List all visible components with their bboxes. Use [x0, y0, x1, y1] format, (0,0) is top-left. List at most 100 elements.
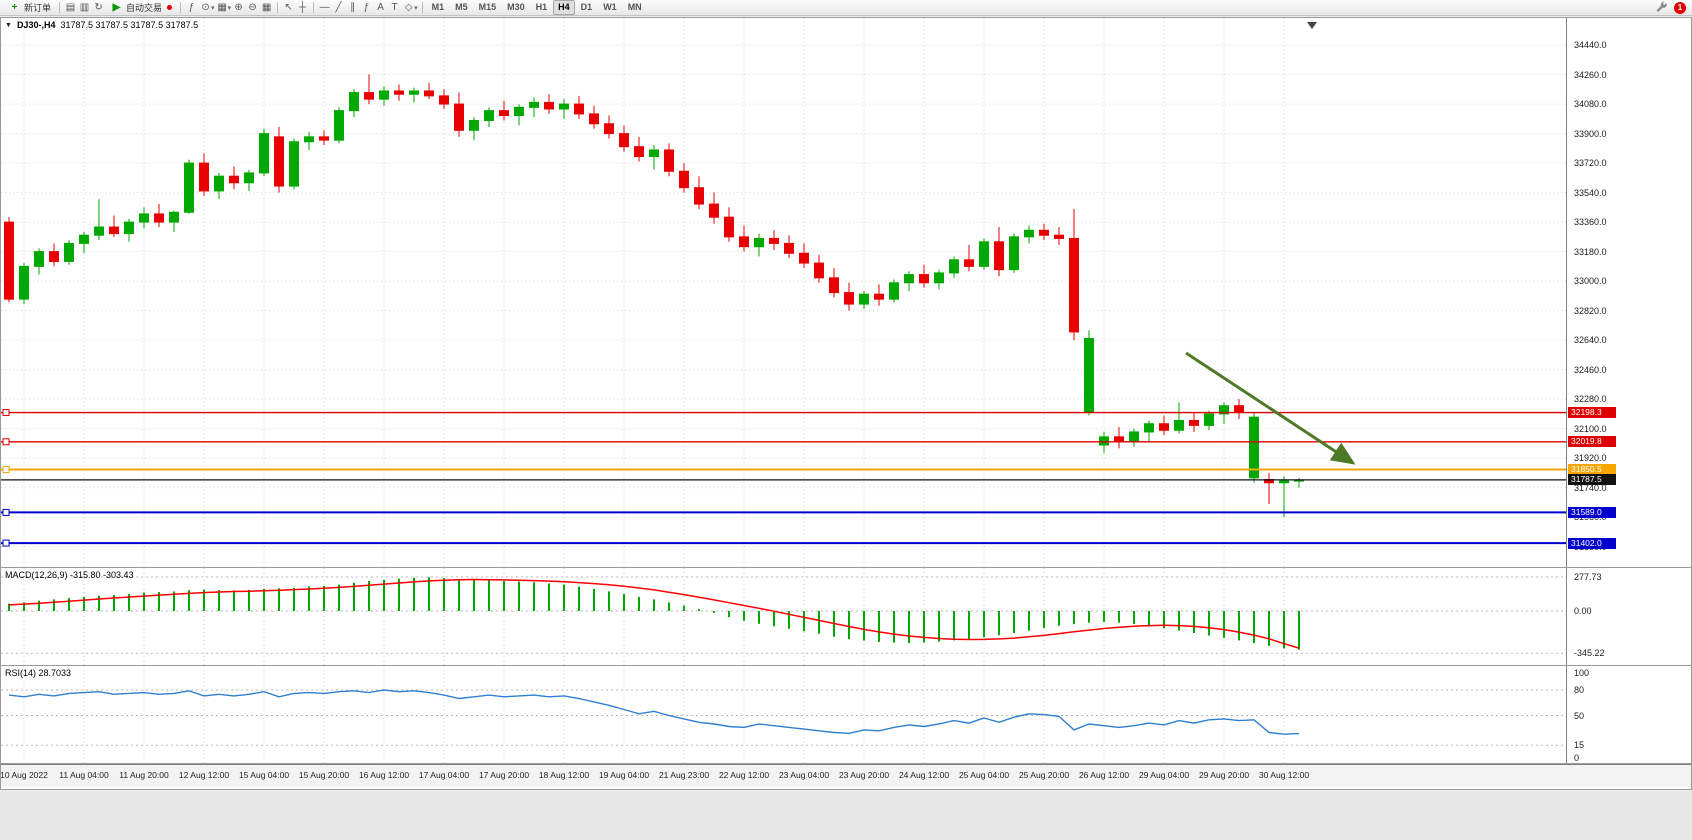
candle-body: [739, 236, 749, 248]
time-axis-label: 23 Aug 20:00: [838, 770, 890, 780]
charts-icon[interactable]: ▤: [65, 2, 76, 13]
autotrading-status-dot: [167, 5, 173, 10]
price-level-tag: 31850.5: [1568, 464, 1616, 476]
candle-body: [829, 277, 839, 294]
candle-body: [589, 113, 599, 125]
candle-body: [1054, 234, 1064, 239]
time-axis-label: 11 Aug 04:00: [59, 770, 109, 780]
candle-body: [154, 213, 164, 223]
time-axis-label: 29 Aug 20:00: [1198, 770, 1250, 780]
time-axis-label: 16 Aug 12:00: [358, 770, 410, 780]
trend-arrow-annotation[interactable]: [1185, 351, 1356, 465]
timeframe-d1-button[interactable]: D1: [580, 2, 593, 12]
candle-body: [1279, 480, 1289, 484]
timeframe-h4-button[interactable]: H4: [553, 0, 575, 15]
templates-icon[interactable]: ▦: [217, 2, 227, 13]
candle-body: [139, 213, 149, 223]
shapes-icon[interactable]: ◇: [404, 2, 413, 13]
candle-body: [349, 92, 359, 112]
candle-body: [694, 187, 704, 205]
candle-body: [394, 90, 404, 95]
line-handle[interactable]: [2, 466, 10, 474]
refresh-icon[interactable]: ↻: [94, 2, 103, 13]
cursor-icon[interactable]: ↖: [284, 2, 293, 13]
price-level-tag: 31589.0: [1568, 506, 1616, 518]
indicators-icon[interactable]: ƒ: [188, 2, 195, 13]
price-axis-label: 32460.0: [1574, 364, 1607, 375]
navigator-icon[interactable]: ▥: [79, 2, 90, 13]
candle-body: [1039, 229, 1049, 236]
candle-body: [709, 203, 719, 218]
chevron-down-icon[interactable]: ▾: [227, 4, 232, 12]
autotrading-button[interactable]: ▶ 自动交易: [106, 1, 176, 15]
macd-label: MACD(12,26,9) -315.80 -303.43: [5, 570, 134, 580]
trendline-icon[interactable]: ╱: [335, 2, 342, 13]
text-label-icon[interactable]: T: [391, 2, 398, 13]
timeframe-m15-button[interactable]: M15: [478, 2, 497, 12]
rsi-axis[interactable]: 100 80 50 15 0: [1566, 666, 1691, 763]
candle-body: [904, 274, 914, 284]
chevron-down-icon[interactable]: ▾: [414, 4, 418, 12]
fibonacci-icon[interactable]: ƒ: [363, 2, 370, 13]
rsi-canvas[interactable]: [1, 666, 1566, 763]
candle-body: [664, 149, 674, 172]
candle-body: [1189, 419, 1199, 426]
price-axis-label: 32100.0: [1574, 423, 1607, 434]
collapse-pane-icon[interactable]: ▼: [5, 21, 12, 29]
candle-body: [844, 292, 854, 305]
time-axis-label: 15 Aug 04:00: [238, 770, 290, 780]
time-axis-label: 26 Aug 12:00: [1078, 770, 1130, 780]
chart-shift-marker[interactable]: [1307, 22, 1317, 29]
zoom-out-icon[interactable]: ⊖: [248, 2, 257, 13]
timeframe-mn-button[interactable]: MN: [627, 2, 642, 12]
pane-resize-separator[interactable]: [1, 567, 1691, 568]
text-icon[interactable]: A: [377, 2, 384, 13]
price-chart-pane[interactable]: 34440.0 34260.0 34080.0 33900.0 33720.0 33540…: [1, 18, 1691, 567]
candle-body: [724, 216, 734, 238]
period-clock-icon[interactable]: ⊙: [201, 2, 210, 13]
toolbar-separator: [180, 2, 182, 13]
rsi-indicator-pane[interactable]: 100 80 50 15 0 RSI(14) 28.7033: [1, 666, 1691, 763]
candle-body: [544, 101, 554, 110]
macd-axis-label: -345.22: [1574, 648, 1605, 659]
candle-body: [109, 226, 119, 235]
timeframe-m30-button[interactable]: M30: [507, 2, 525, 12]
crosshair-icon[interactable]: ┼: [299, 2, 307, 13]
line-handle[interactable]: [2, 438, 10, 446]
new-order-button[interactable]: + 新订单: [4, 1, 55, 15]
notification-badge[interactable]: 1: [1674, 1, 1686, 14]
macd-canvas[interactable]: [1, 568, 1566, 665]
line-handle[interactable]: [2, 508, 10, 516]
tile-windows-icon[interactable]: ▦: [261, 2, 272, 13]
time-axis-label: 25 Aug 04:00: [958, 770, 1010, 780]
price-axis-label: 31920.0: [1574, 453, 1607, 464]
price-axis-label: 33000.0: [1574, 276, 1607, 287]
candle-body: [379, 90, 389, 100]
new-order-label: 新订单: [24, 3, 52, 13]
timeframe-w1-button[interactable]: W1: [603, 2, 617, 12]
pane-resize-separator[interactable]: [1, 665, 1691, 666]
horizontal-line-icon[interactable]: —: [319, 2, 330, 13]
chevron-down-icon[interactable]: ▾: [211, 4, 215, 12]
line-handle[interactable]: [2, 409, 10, 417]
candle-body: [1249, 416, 1259, 479]
chart-window[interactable]: 34440.0 34260.0 34080.0 33900.0 33720.0 33540…: [0, 17, 1692, 790]
time-axis-label: 23 Aug 04:00: [778, 770, 830, 780]
price-axis-label: 34260.0: [1574, 69, 1607, 80]
macd-axis[interactable]: 277.73 0.00 -345.22: [1566, 568, 1691, 665]
candle-body: [1024, 229, 1034, 238]
timeframe-h1-button[interactable]: H1: [535, 2, 548, 12]
wrench-icon[interactable]: [1655, 1, 1668, 14]
zoom-in-icon[interactable]: ⊕: [234, 2, 243, 13]
timeframe-m1-button[interactable]: M1: [431, 2, 445, 12]
channel-icon[interactable]: ∥: [350, 2, 356, 13]
line-handle[interactable]: [2, 539, 10, 547]
price-chart-canvas[interactable]: [1, 18, 1566, 567]
price-level-tag: 32198.3: [1568, 407, 1616, 419]
price-axis[interactable]: 34440.0 34260.0 34080.0 33900.0 33720.0 33540…: [1566, 18, 1691, 567]
pane-resize-separator[interactable]: [1, 763, 1691, 764]
time-axis[interactable]: 10 Aug 2022 11 Aug 04:00 11 Aug 20:00 12 Au…: [1, 764, 1691, 787]
symbol-ohlc-values: 31787.5 31787.5 31787.5 31787.5: [60, 20, 199, 30]
macd-indicator-pane[interactable]: 277.73 0.00 -345.22 MACD(12,26,9) -315.80 …: [1, 568, 1691, 665]
timeframe-m5-button[interactable]: M5: [455, 2, 468, 12]
